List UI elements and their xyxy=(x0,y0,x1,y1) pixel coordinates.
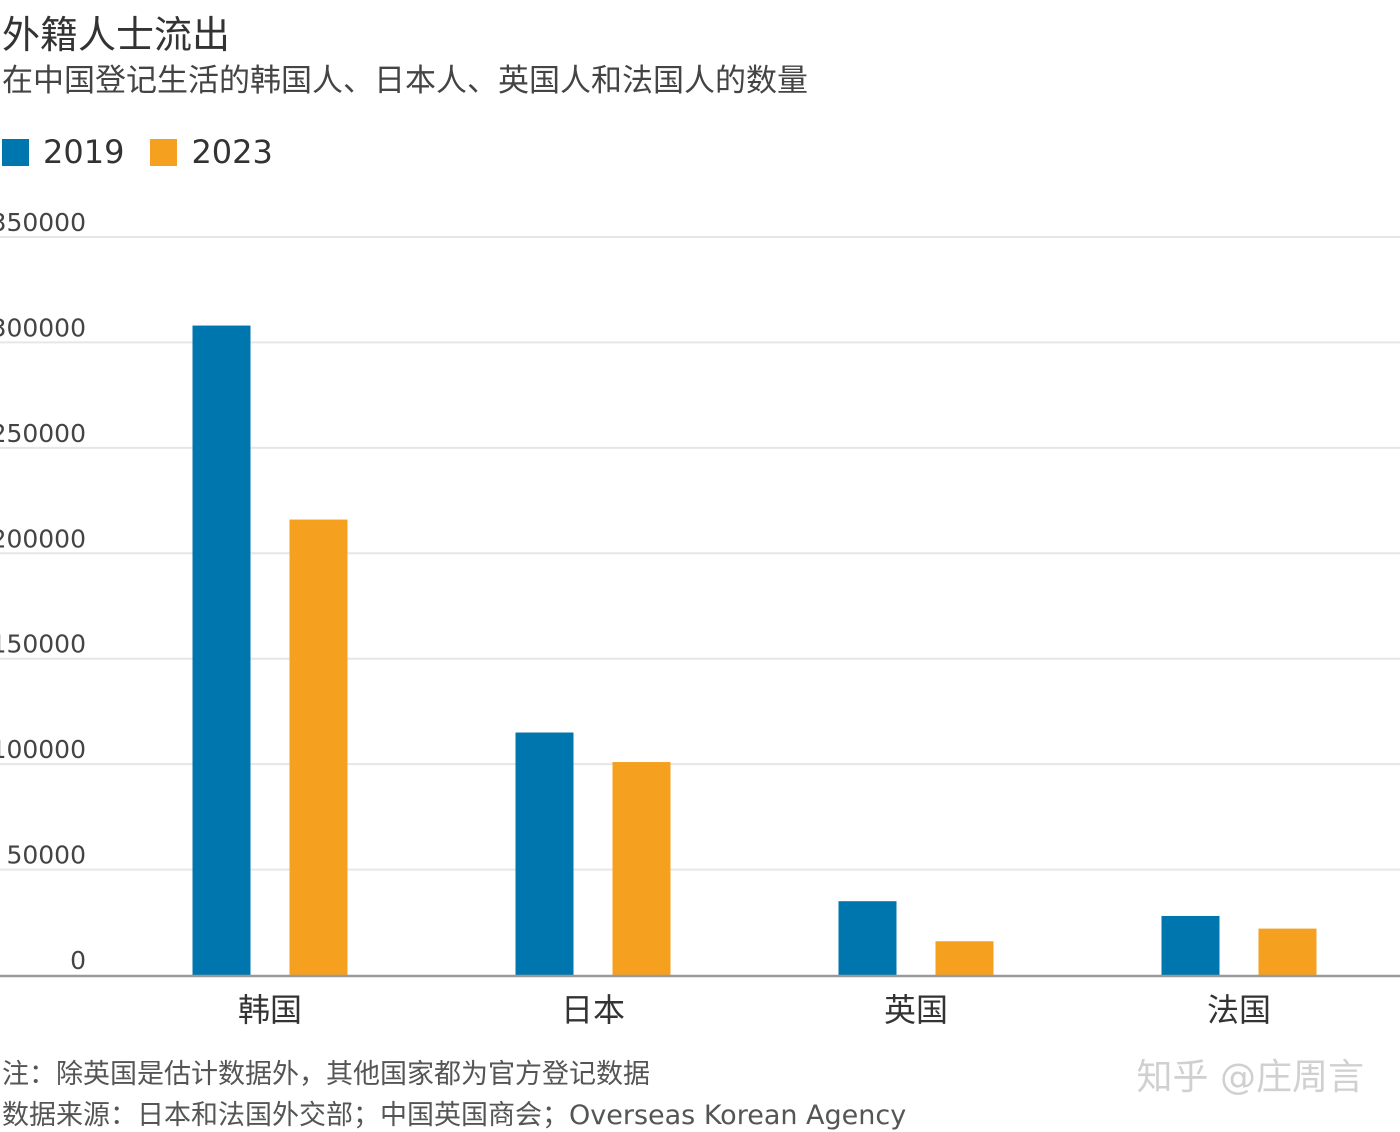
y-tick-label: 0 xyxy=(70,946,86,975)
x-tick-label: 英国 xyxy=(884,991,948,1029)
x-tick-label: 日本 xyxy=(561,991,625,1029)
legend-label-2023: 2023 xyxy=(191,133,273,171)
y-tick-label: 150000 xyxy=(0,630,86,659)
bar-2023-法国 xyxy=(1258,928,1317,975)
y-tick-label: 350000 xyxy=(0,208,86,237)
chart-subtitle: 在中国登记生活的韩国人、日本人、英国人和法国人的数量 xyxy=(2,63,808,99)
bar-2019-英国 xyxy=(838,901,897,975)
source-note: 数据来源：日本和法国外交部；中国英国商会；Overseas Korean Age… xyxy=(2,1100,907,1131)
legend-swatch-2023 xyxy=(150,138,178,166)
bar-2023-日本 xyxy=(612,762,671,975)
x-tick-label: 韩国 xyxy=(238,991,302,1029)
footnote: 注：除英国是估计数据外，其他国家都为官方登记数据 xyxy=(2,1059,650,1090)
legend: 2019 2023 xyxy=(2,132,299,172)
bar-2023-英国 xyxy=(935,941,994,975)
y-tick-label: 200000 xyxy=(0,524,86,553)
bar-2019-法国 xyxy=(1161,915,1220,975)
bar-2019-日本 xyxy=(515,732,574,975)
legend-swatch-2019 xyxy=(2,138,29,166)
legend-item-2023: 2023 xyxy=(150,133,273,171)
legend-item-2019: 2019 xyxy=(2,133,124,171)
legend-label-2019: 2019 xyxy=(43,133,125,171)
x-tick-label: 法国 xyxy=(1207,991,1271,1029)
y-tick-label: 50000 xyxy=(6,841,86,870)
chart-title: 外籍人士流出 xyxy=(2,13,231,57)
y-tick-label: 250000 xyxy=(0,419,86,448)
watermark: 知乎 @庄周言 xyxy=(1136,1057,1364,1098)
bar-2023-韩国 xyxy=(289,519,348,975)
bar-2019-韩国 xyxy=(192,325,251,975)
y-tick-label: 300000 xyxy=(0,313,86,342)
y-tick-label: 100000 xyxy=(0,735,86,764)
